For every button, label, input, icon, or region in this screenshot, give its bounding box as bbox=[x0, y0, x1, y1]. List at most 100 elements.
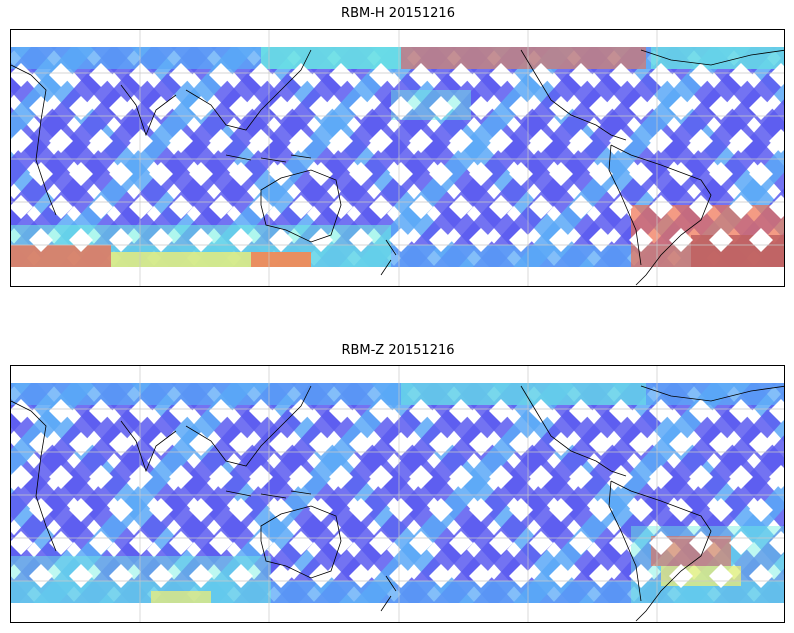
graticule bbox=[11, 30, 784, 286]
swath-gap bbox=[509, 96, 533, 120]
swath-gap bbox=[569, 531, 593, 555]
panel-title-rbm-z: RBM-Z 20151216 bbox=[341, 343, 455, 358]
swath-gap bbox=[489, 465, 513, 489]
swath-gap bbox=[729, 399, 753, 423]
swath-gap bbox=[749, 564, 773, 588]
swath-gap bbox=[609, 399, 633, 423]
swath-gap bbox=[749, 162, 773, 186]
swath-gap bbox=[549, 564, 573, 588]
swath-gap bbox=[289, 399, 313, 423]
swath-gap bbox=[229, 564, 253, 588]
swath-gap bbox=[129, 195, 153, 219]
swath-gap bbox=[389, 498, 413, 522]
coastline-segment bbox=[520, 385, 597, 462]
swath-descending bbox=[593, 390, 784, 603]
swath-gap bbox=[369, 399, 393, 423]
swath-gap bbox=[589, 96, 613, 120]
swath-gap bbox=[349, 564, 373, 588]
swath-gap bbox=[749, 432, 773, 456]
swath-gap bbox=[629, 228, 653, 252]
swath-gap bbox=[349, 432, 373, 456]
swath-gap bbox=[89, 399, 113, 423]
swath-gap bbox=[489, 129, 513, 153]
swath-gap bbox=[749, 498, 773, 522]
swath-gap bbox=[129, 63, 153, 87]
swath-gap bbox=[649, 63, 673, 87]
swath-gap bbox=[69, 432, 93, 456]
coastline-segment bbox=[185, 49, 312, 131]
swath-gap bbox=[629, 96, 653, 120]
swath-gap bbox=[429, 432, 453, 456]
swath-gap bbox=[289, 531, 313, 555]
swath-gap bbox=[429, 498, 453, 522]
swath-gap bbox=[529, 399, 553, 423]
swath-gap bbox=[549, 228, 573, 252]
swath-gap bbox=[349, 498, 373, 522]
swath-gap bbox=[469, 162, 493, 186]
south-cyan-region bbox=[11, 556, 271, 603]
swath-gap bbox=[329, 129, 353, 153]
swath-gap bbox=[569, 63, 593, 87]
swath-gap bbox=[11, 195, 33, 219]
swath-gap bbox=[169, 399, 193, 423]
swath-gap bbox=[589, 564, 613, 588]
swath-gap bbox=[109, 162, 133, 186]
swath-gap bbox=[289, 195, 313, 219]
coastline-segment bbox=[380, 239, 397, 276]
coastline-segment bbox=[260, 169, 342, 243]
north-cyan-region bbox=[401, 383, 646, 405]
swath-gap bbox=[749, 228, 773, 252]
swath-gap bbox=[189, 228, 213, 252]
swath-gap bbox=[289, 465, 313, 489]
swath-gap bbox=[389, 162, 413, 186]
swath-gap bbox=[669, 432, 693, 456]
swath-gap bbox=[149, 162, 173, 186]
swath-gap bbox=[309, 432, 333, 456]
swath-gap bbox=[769, 465, 784, 489]
swath-gap bbox=[649, 129, 673, 153]
swath-gap bbox=[69, 96, 93, 120]
swath-gap bbox=[329, 63, 353, 87]
swath-gap bbox=[169, 129, 193, 153]
swath-gap bbox=[469, 432, 493, 456]
swath-gap bbox=[329, 399, 353, 423]
swath-ascending bbox=[11, 398, 195, 603]
swath-gap bbox=[709, 432, 733, 456]
swath-gap bbox=[109, 228, 133, 252]
swath-ascending bbox=[11, 62, 195, 267]
swath-gap bbox=[429, 564, 453, 588]
swath-gap bbox=[249, 63, 273, 87]
swath-gap bbox=[209, 195, 233, 219]
coastline-segment bbox=[380, 575, 397, 612]
south-hot-patch bbox=[251, 252, 311, 267]
swath-gap bbox=[129, 531, 153, 555]
coastline-segment bbox=[11, 400, 57, 552]
swath-gap bbox=[369, 531, 393, 555]
swath-gap bbox=[429, 96, 453, 120]
swath-gap bbox=[149, 564, 173, 588]
swath-gap bbox=[669, 564, 693, 588]
swath-gap bbox=[229, 162, 253, 186]
swath-gap bbox=[769, 63, 784, 87]
swath-gap bbox=[209, 399, 233, 423]
swath-descending bbox=[11, 47, 97, 143]
swath-gap bbox=[269, 162, 293, 186]
coastlines bbox=[11, 385, 784, 622]
swath-gap bbox=[449, 399, 473, 423]
south-yellow-patch bbox=[151, 591, 211, 603]
swath-gap bbox=[449, 63, 473, 87]
swath-gap bbox=[769, 195, 784, 219]
swath-gap bbox=[69, 228, 93, 252]
swath-gap bbox=[629, 564, 653, 588]
coastlines bbox=[11, 49, 784, 286]
swath-gap bbox=[189, 96, 213, 120]
swath-gap bbox=[109, 564, 133, 588]
swath-gap bbox=[629, 162, 653, 186]
swath-gap bbox=[289, 63, 313, 87]
swath-gap bbox=[129, 129, 153, 153]
swath-gap bbox=[709, 96, 733, 120]
coastline-segment bbox=[185, 385, 312, 467]
coastline-segment bbox=[608, 480, 642, 602]
north-cyan-region-east bbox=[651, 47, 784, 69]
swath-gap bbox=[129, 465, 153, 489]
